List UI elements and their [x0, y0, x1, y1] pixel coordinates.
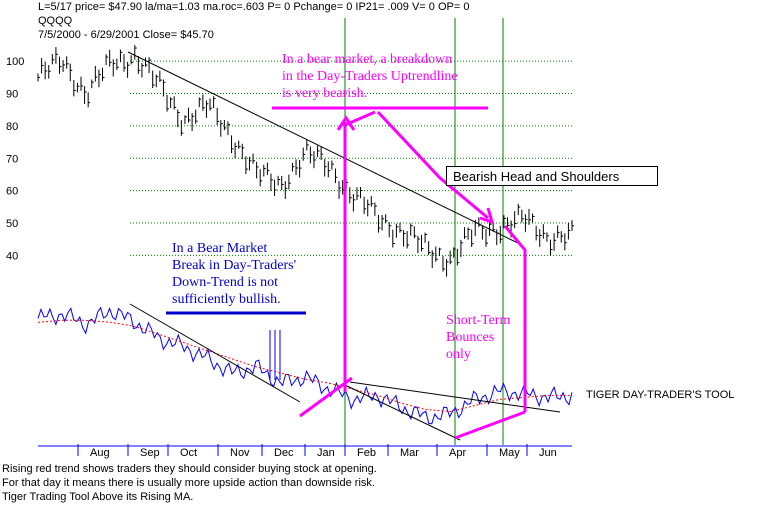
annotation-bear-line-2: is very bearish.	[282, 86, 367, 101]
price-bars	[37, 45, 574, 277]
footer-line-1: Rising red trend shows traders they shou…	[2, 463, 377, 475]
x-tick-apr: Apr	[449, 447, 466, 459]
x-tick-mar: Mar	[400, 447, 419, 459]
footer-line-3: Tiger Trading Tool Above its Rising MA.	[2, 491, 194, 503]
annotation-short-term-line-1: Bounces	[446, 330, 494, 345]
tool-downtrend-line	[129, 303, 301, 403]
tool-trend-line-3	[344, 384, 461, 441]
annotation-texts: In a bear market, a breakdown in the Day-…	[172, 52, 510, 362]
annotation-marks	[166, 106, 527, 440]
y-tick-100: 100	[6, 56, 24, 68]
annotation-bear-line-1: in the Day-Traders Uptrendline	[282, 69, 458, 84]
x-tick-may: May	[499, 447, 520, 459]
y-tick-90: 90	[6, 89, 18, 101]
x-tick-jan: Jan	[317, 447, 335, 459]
annotation-downtrend-line-0: In a Bear Market	[172, 241, 267, 256]
y-tick-50: 50	[6, 218, 18, 230]
magenta-vertical-2	[503, 225, 527, 412]
tool-label: TIGER DAY-TRADER'S TOOL	[586, 389, 735, 401]
footer-line-2: For that day it means there is usually m…	[2, 477, 375, 489]
x-axis: Aug Sep Oct Nov Dec Jan Feb Mar Apr May Jun	[38, 444, 572, 459]
annotation-downtrend-line-1: Break in Day-Traders'	[172, 258, 296, 273]
tool-series-line	[37, 306, 573, 425]
x-tick-oct: Oct	[180, 447, 197, 459]
magenta-tool-trend-1	[299, 376, 353, 418]
ticker-label: QQQQ	[38, 15, 73, 27]
x-tick-sep: Sep	[140, 447, 160, 459]
x-tick-dec: Dec	[274, 447, 294, 459]
y-tick-40: 40	[6, 250, 18, 262]
date-range: 7/5/2000 - 6/29/2001 Close= $45.70	[38, 29, 214, 41]
annotation-downtrend-line-2: Down-Trend is not	[172, 275, 278, 290]
x-tick-feb: Feb	[357, 447, 376, 459]
header-stats: L=5/17 price= $47.90 la/ma=1.03 ma.roc=.…	[38, 1, 470, 13]
head-shoulders-label: Bearish Head and Shoulders	[446, 166, 658, 186]
annotation-short-term-line-2: only	[446, 347, 471, 362]
downtrend-line	[127, 51, 523, 246]
magenta-arrowhead-up	[336, 115, 356, 131]
magenta-arrow-right	[376, 110, 489, 220]
trendlines	[127, 51, 523, 246]
y-tick-70: 70	[6, 153, 18, 165]
annotation-bear-line-0: In a bear market, a breakdown	[282, 52, 452, 67]
annotation-downtrend-line-3: sufficiently bullish.	[172, 292, 281, 307]
magenta-tool-trend-2	[454, 410, 526, 440]
tool-moving-average	[37, 319, 572, 413]
annotation-short-term-line-0: Short-Term	[446, 313, 510, 328]
magenta-arrowhead-right	[479, 207, 495, 225]
x-tick-nov: Nov	[230, 447, 250, 459]
y-axis: 40 50 60 70 80 90 100	[6, 56, 24, 262]
y-tick-80: 80	[6, 121, 18, 133]
x-tick-aug: Aug	[90, 447, 110, 459]
x-tick-jun: Jun	[539, 447, 557, 459]
y-tick-60: 60	[6, 186, 18, 198]
